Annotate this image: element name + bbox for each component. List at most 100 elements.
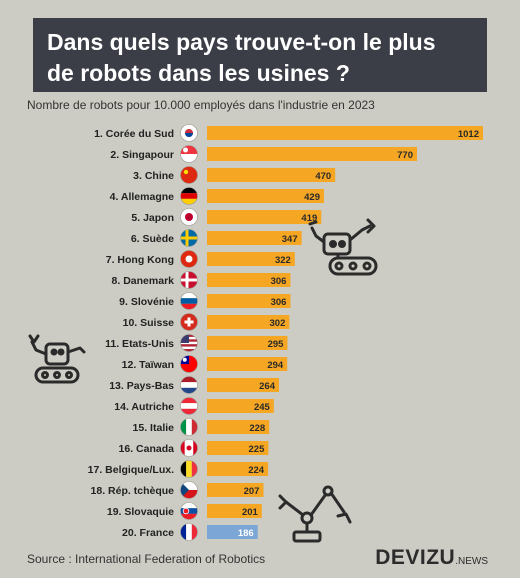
bar xyxy=(207,525,258,539)
value-label: 225 xyxy=(249,444,266,455)
category-label: 1. Corée du Sud xyxy=(94,128,174,140)
chart-title: Dans quels pays trouve-t-on le plus de r… xyxy=(33,18,487,92)
flag-icon xyxy=(180,313,198,331)
robotic-arm-illustration xyxy=(278,485,352,543)
flag-icon xyxy=(180,250,198,268)
flag-icon xyxy=(180,460,198,478)
category-label: 3. Chine xyxy=(133,170,174,182)
flag-icon xyxy=(180,124,198,142)
bar xyxy=(207,483,264,497)
category-label: 20. France xyxy=(122,527,174,539)
value-label: 1012 xyxy=(458,129,479,140)
bar xyxy=(207,378,279,392)
flag-icon xyxy=(180,334,198,352)
category-label: 11. Etats-Unis xyxy=(105,338,174,350)
category-label: 15. Italie xyxy=(133,422,175,434)
bar xyxy=(207,231,302,245)
flag-icon xyxy=(180,271,198,289)
category-label: 8. Danemark xyxy=(112,275,175,287)
bar xyxy=(207,294,291,308)
category-label: 4. Allemagne xyxy=(110,191,175,203)
category-label: 17. Belgique/Lux. xyxy=(88,464,174,476)
value-label: 224 xyxy=(248,465,265,476)
brand-suffix: .NEWS xyxy=(455,556,488,567)
bar xyxy=(207,252,295,266)
bar-row: 4. Allemagne 429 xyxy=(110,187,324,205)
category-label: 7. Hong Kong xyxy=(106,254,174,266)
value-label: 306 xyxy=(271,297,287,308)
category-label: 14. Autriche xyxy=(114,401,174,413)
bar xyxy=(207,462,269,476)
bar xyxy=(207,336,288,350)
brand-logo: DEVIZU.NEWS xyxy=(375,546,488,570)
bar-row: 9. Slovénie 306 xyxy=(119,292,291,310)
robot-illustration-left xyxy=(28,334,86,384)
value-label: 186 xyxy=(238,528,254,539)
bar-row: 15. Italie 228 xyxy=(133,418,270,436)
bar-row: 13. Pays-Bas 264 xyxy=(109,376,279,394)
flag-icon xyxy=(180,418,198,436)
bar xyxy=(207,504,262,518)
category-label: 16. Canada xyxy=(119,443,175,455)
bar-row: 11. Etats-Unis 295 xyxy=(105,334,288,352)
bar-row: 5. Japon 419 xyxy=(131,208,322,226)
brand-name: DEVIZU xyxy=(375,546,456,569)
bar xyxy=(207,315,290,329)
value-label: 295 xyxy=(268,339,285,350)
value-label: 470 xyxy=(315,171,331,182)
bar-row: 6. Suède 347 xyxy=(131,229,302,247)
flag-icon xyxy=(180,208,198,226)
flag-icon xyxy=(180,523,198,541)
flag-icon xyxy=(180,229,198,247)
bar-row: 2. Singapour 770 xyxy=(110,145,417,163)
value-label: 429 xyxy=(304,192,320,203)
value-label: 306 xyxy=(271,276,287,287)
category-label: 2. Singapour xyxy=(110,149,174,161)
value-label: 322 xyxy=(275,255,291,266)
value-label: 302 xyxy=(270,318,286,329)
category-label: 19. Slovaquie xyxy=(107,506,174,518)
bar xyxy=(207,441,269,455)
bar-row: 20. France 186 xyxy=(122,523,258,541)
title-line-1: Dans quels pays trouve-t-on le plus xyxy=(47,29,436,55)
bar xyxy=(207,273,291,287)
flag-icon xyxy=(180,481,198,499)
title-line-2: de robots dans les usines ? xyxy=(47,60,350,86)
flag-icon xyxy=(180,355,198,373)
bar-row: 1. Corée du Sud 1012 xyxy=(94,124,483,142)
category-label: 18. Rép. tchèque xyxy=(91,485,175,497)
value-label: 347 xyxy=(282,234,298,245)
bar-row: 16. Canada 225 xyxy=(119,439,269,457)
flag-icon xyxy=(180,502,198,520)
bar-row: 12. Taïwan 294 xyxy=(122,355,288,373)
value-label: 264 xyxy=(259,381,276,392)
bar-row: 14. Autriche 245 xyxy=(114,397,274,415)
bar-row: 10. Suisse 302 xyxy=(123,313,290,331)
category-label: 12. Taïwan xyxy=(122,359,174,371)
bar xyxy=(207,189,324,203)
value-label: 770 xyxy=(397,150,413,161)
category-label: 9. Slovénie xyxy=(119,296,174,308)
value-label: 207 xyxy=(244,486,260,497)
bar-row: 3. Chine 470 xyxy=(133,166,336,184)
value-label: 294 xyxy=(267,360,284,371)
flag-icon xyxy=(180,166,198,184)
category-label: 5. Japon xyxy=(131,212,174,224)
bar-row: 19. Slovaquie 201 xyxy=(107,502,262,520)
value-label: 201 xyxy=(242,507,259,518)
bar-row: 18. Rép. tchèque 207 xyxy=(91,481,264,499)
source-note: Source : International Federation of Rob… xyxy=(27,552,266,566)
flag-icon xyxy=(180,145,198,163)
flag-icon xyxy=(180,397,198,415)
bar xyxy=(207,420,270,434)
bar xyxy=(207,399,274,413)
flag-icon xyxy=(180,292,198,310)
bar xyxy=(207,357,288,371)
bar xyxy=(207,147,417,161)
bar xyxy=(207,126,483,140)
bar xyxy=(207,210,322,224)
flag-icon xyxy=(180,187,198,205)
value-label: 228 xyxy=(249,423,265,434)
value-label: 245 xyxy=(254,402,271,413)
